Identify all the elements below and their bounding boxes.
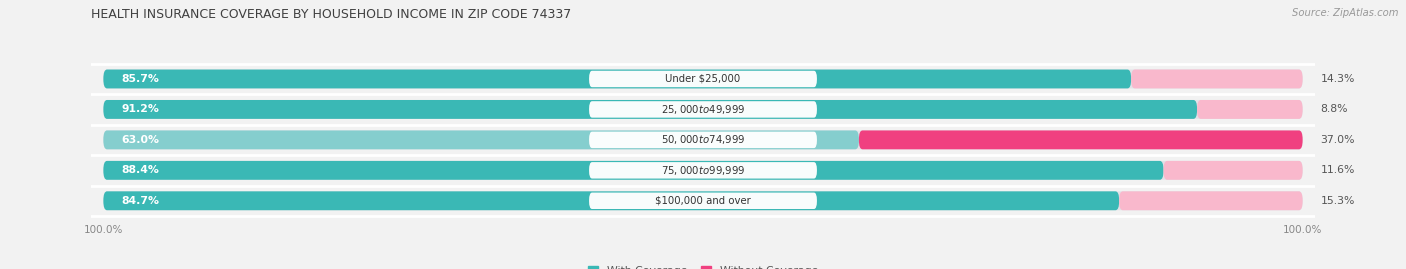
FancyBboxPatch shape xyxy=(589,162,817,179)
Text: 15.3%: 15.3% xyxy=(1320,196,1355,206)
FancyBboxPatch shape xyxy=(1197,100,1302,119)
Text: 8.8%: 8.8% xyxy=(1320,104,1348,114)
FancyBboxPatch shape xyxy=(104,100,1302,119)
FancyBboxPatch shape xyxy=(589,193,817,209)
FancyBboxPatch shape xyxy=(104,130,859,149)
Text: $75,000 to $99,999: $75,000 to $99,999 xyxy=(661,164,745,177)
Text: 85.7%: 85.7% xyxy=(121,74,159,84)
Text: $100,000 and over: $100,000 and over xyxy=(655,196,751,206)
Legend: With Coverage, Without Coverage: With Coverage, Without Coverage xyxy=(588,266,818,269)
FancyBboxPatch shape xyxy=(104,191,1119,210)
FancyBboxPatch shape xyxy=(104,100,1197,119)
Text: 84.7%: 84.7% xyxy=(121,196,159,206)
FancyBboxPatch shape xyxy=(104,161,1302,180)
Text: $25,000 to $49,999: $25,000 to $49,999 xyxy=(661,103,745,116)
Text: Source: ZipAtlas.com: Source: ZipAtlas.com xyxy=(1292,8,1399,18)
FancyBboxPatch shape xyxy=(104,69,1130,89)
FancyBboxPatch shape xyxy=(104,130,1302,149)
FancyBboxPatch shape xyxy=(1119,191,1302,210)
Text: 37.0%: 37.0% xyxy=(1320,135,1355,145)
FancyBboxPatch shape xyxy=(1164,161,1302,180)
FancyBboxPatch shape xyxy=(589,132,817,148)
FancyBboxPatch shape xyxy=(104,69,1302,89)
FancyBboxPatch shape xyxy=(104,161,1164,180)
Text: 63.0%: 63.0% xyxy=(121,135,159,145)
FancyBboxPatch shape xyxy=(104,191,1302,210)
FancyBboxPatch shape xyxy=(589,101,817,118)
Text: 88.4%: 88.4% xyxy=(121,165,159,175)
Text: 14.3%: 14.3% xyxy=(1320,74,1355,84)
FancyBboxPatch shape xyxy=(1130,69,1302,89)
Text: Under $25,000: Under $25,000 xyxy=(665,74,741,84)
Text: 11.6%: 11.6% xyxy=(1320,165,1355,175)
FancyBboxPatch shape xyxy=(859,130,1302,149)
Text: $50,000 to $74,999: $50,000 to $74,999 xyxy=(661,133,745,146)
Text: HEALTH INSURANCE COVERAGE BY HOUSEHOLD INCOME IN ZIP CODE 74337: HEALTH INSURANCE COVERAGE BY HOUSEHOLD I… xyxy=(91,8,572,21)
FancyBboxPatch shape xyxy=(589,71,817,87)
Text: 91.2%: 91.2% xyxy=(121,104,159,114)
